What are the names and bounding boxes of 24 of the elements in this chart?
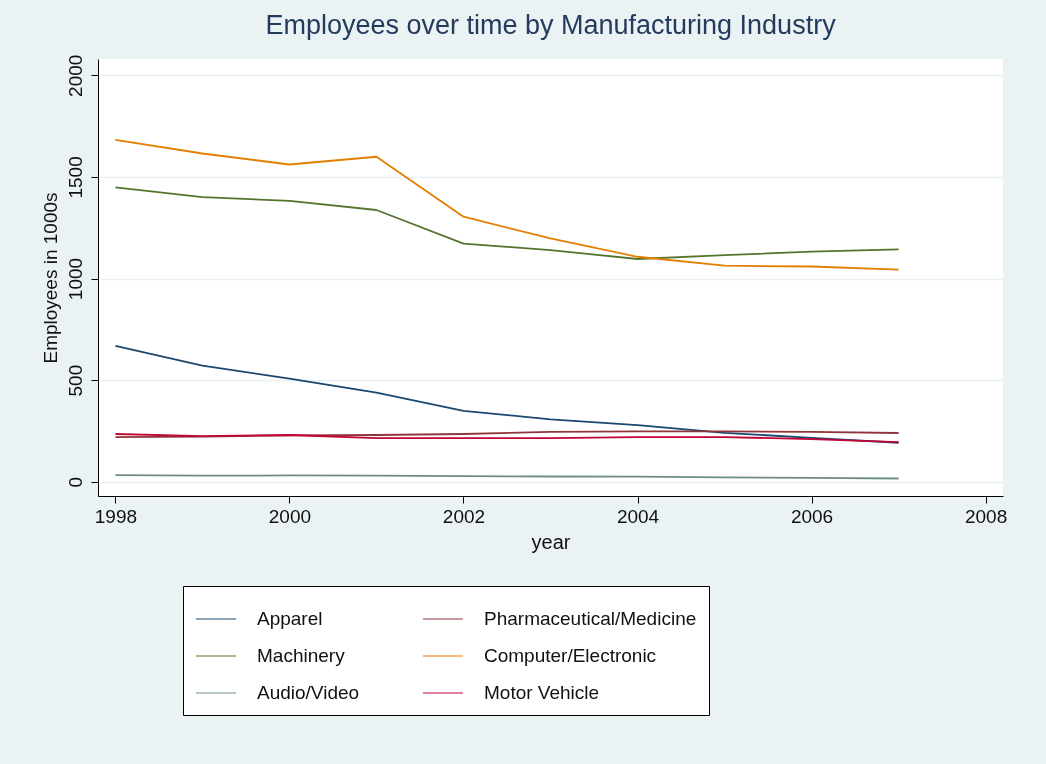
line-series <box>114 433 900 444</box>
chart-title: Employees over time by Manufacturing Industry <box>265 10 837 41</box>
x-tick-label: 2000 <box>268 505 312 527</box>
legend-label: Motor Vehicle <box>484 682 600 703</box>
y-tick-label: 1500 <box>64 156 86 199</box>
legend-label: Apparel <box>257 608 323 629</box>
x-tick-label: 2006 <box>790 505 834 527</box>
legend-label: Machinery <box>257 645 346 666</box>
line-series <box>114 139 900 271</box>
x-axis-title: year <box>531 530 571 553</box>
y-tick-label: 0 <box>64 476 86 488</box>
line-series <box>114 186 900 260</box>
legend-label: Pharmaceutical/Medicine <box>484 608 697 629</box>
y-tick-label: 500 <box>64 364 86 397</box>
y-tick-label: 2000 <box>64 54 86 97</box>
y-tick-label: 1000 <box>64 257 86 301</box>
legend-label: Computer/Electronic <box>484 645 657 666</box>
x-tick-label: 2004 <box>616 505 660 527</box>
line-series <box>114 344 900 444</box>
x-tick-label: 2002 <box>442 505 486 527</box>
y-axis-title: Employees in 1000s <box>39 192 61 364</box>
legend-label: Audio/Video <box>257 682 360 703</box>
x-tick-label: 1998 <box>94 505 138 527</box>
x-tick-label: 2008 <box>964 505 1008 527</box>
